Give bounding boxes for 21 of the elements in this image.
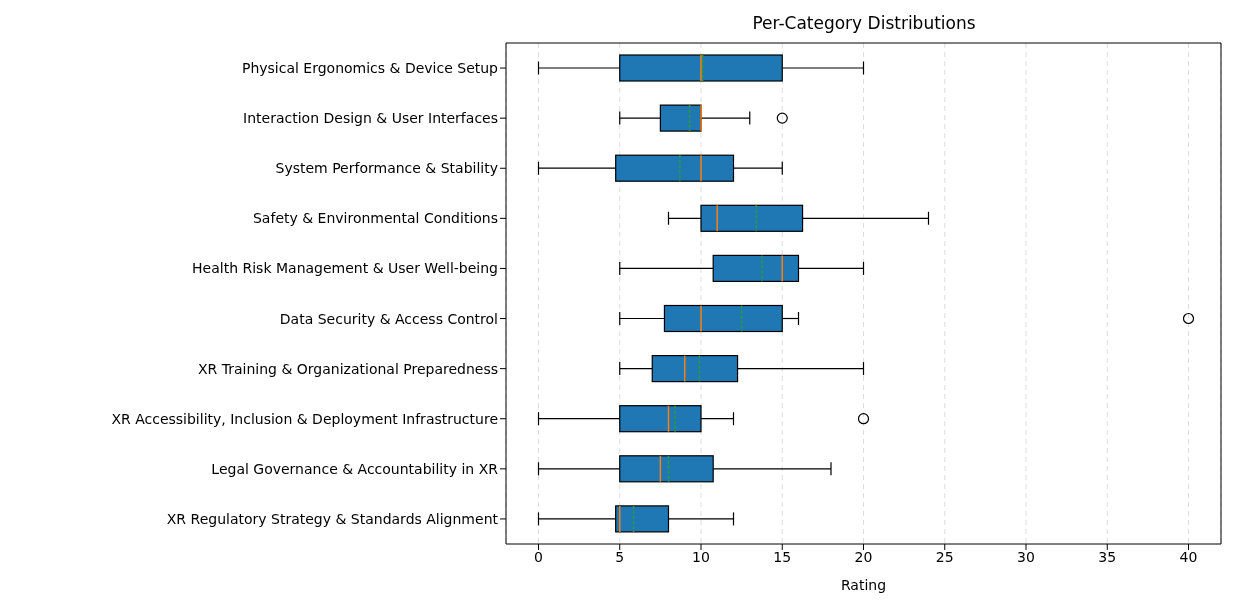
- x-tick-label: 20: [854, 548, 873, 565]
- x-tick-label: 15: [773, 548, 792, 565]
- x-tick-label: 10: [692, 548, 710, 565]
- chart-title: Per-Category Distributions: [751, 12, 977, 35]
- y-tick-label: Safety & Environmental Conditions: [252, 210, 498, 227]
- y-tick-label: XR Regulatory Strategy & Standards Alignment: [166, 510, 499, 527]
- x-tick-label: 0: [534, 548, 543, 565]
- y-tick-label: Health Risk Management & User Well-being: [192, 260, 498, 277]
- y-tick-label: System Performance & Stability: [275, 160, 498, 177]
- x-tick-label: 5: [615, 548, 625, 565]
- y-tick-label: Physical Ergonomics & Device Setup: [241, 60, 499, 77]
- x-tick-label: 40: [1179, 548, 1198, 565]
- x-tick-label: 25: [935, 548, 954, 565]
- y-tick-label: Legal Governance & Accountability in XR: [211, 460, 499, 477]
- x-tick-label: 35: [1098, 548, 1117, 565]
- x-tick-label: 30: [1017, 548, 1035, 565]
- y-tick-label: Data Security & Access Control: [279, 310, 498, 327]
- y-tick-label: Interaction Design & User Interfaces: [243, 110, 498, 127]
- x-axis-title: Rating: [840, 577, 887, 593]
- y-tick-label: XR Accessibility, Inclusion & Deployment Infrastructure: [111, 410, 498, 427]
- y-tick-label: XR Training & Organizational Preparedness: [198, 360, 498, 377]
